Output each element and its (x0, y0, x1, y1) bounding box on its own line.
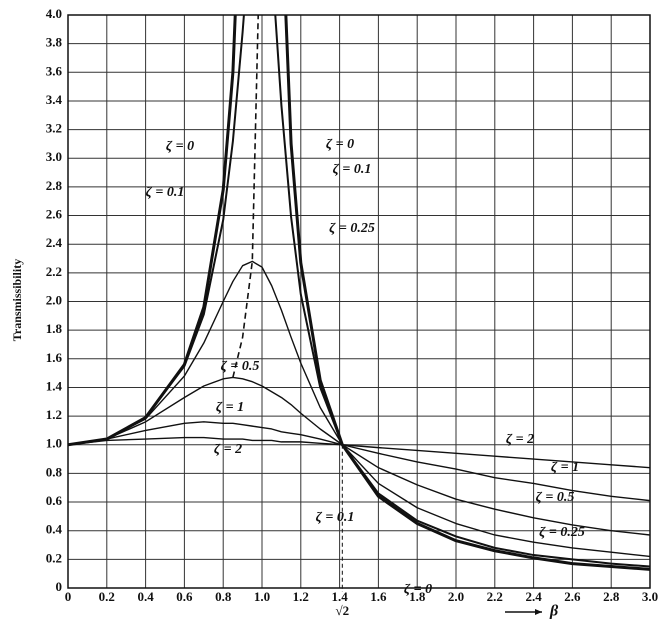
x-tick-label: 0.2 (99, 589, 115, 604)
y-tick-label: 0.2 (46, 550, 62, 565)
x-tick-label: 0.6 (176, 589, 193, 604)
x-tick-label: 3.0 (642, 589, 658, 604)
plot-frame (67, 14, 651, 589)
curve-label: ζ = 1 (551, 460, 579, 475)
y-tick-label: 0 (56, 579, 63, 594)
curve-label: ζ = 0.5 (536, 490, 575, 505)
y-tick-label: 2.8 (46, 178, 63, 193)
series-line (68, 260, 650, 558)
x-tick-label: 1.0 (254, 589, 270, 604)
x-tick-label: 1.6 (370, 589, 387, 604)
x-tick-label: 0.4 (137, 589, 154, 604)
series-line (68, 15, 650, 568)
y-tick-label: 0.6 (46, 493, 63, 508)
series-line (68, 376, 650, 536)
y-axis-label: Transmissibility (10, 259, 24, 341)
x-tick-label: 1.2 (293, 589, 309, 604)
series-line (68, 436, 650, 469)
y-tick-label: 1.2 (46, 407, 62, 422)
curve-label: ζ = 2 (506, 432, 534, 447)
curve-label: ζ = 0 (326, 137, 354, 152)
curve-label: ζ = 1 (216, 400, 244, 415)
y-tick-label: 2.4 (46, 235, 63, 250)
curve-label: ζ = 2 (214, 442, 242, 457)
x-tick-label: 2.4 (525, 589, 542, 604)
y-tick-label: 3.2 (46, 121, 62, 136)
y-tick-label: 0.4 (46, 522, 63, 537)
y-tick-label: 3.8 (46, 35, 63, 50)
curve-label: ζ = 0.25 (329, 221, 375, 236)
x-axis-label: β (549, 603, 559, 620)
y-tick-label: 3.0 (46, 149, 62, 164)
y-tick-label: 2.6 (46, 207, 63, 222)
x-tick-label: 2.0 (448, 589, 464, 604)
y-tick-label: 3.4 (46, 92, 63, 107)
x-tick-label: 2.8 (603, 589, 620, 604)
y-tick-label: 4.0 (46, 6, 62, 21)
y-tick-label: 1.6 (46, 350, 63, 365)
x-tick-label: 0.8 (215, 589, 232, 604)
y-tick-label: 2.0 (46, 292, 62, 307)
series-line (232, 15, 260, 378)
reference-label: √2 (335, 603, 349, 618)
curve-label: ζ = 0.25 (539, 525, 585, 540)
curve-label: ζ = 0.1 (333, 162, 372, 177)
series-line (68, 15, 650, 571)
y-tick-label: 1.0 (46, 436, 62, 451)
y-tick-label: 3.6 (46, 63, 63, 78)
plot-area (68, 15, 650, 571)
y-tick-label: 1.8 (46, 321, 63, 336)
curve-label: ζ = 0.1 (146, 185, 185, 200)
curve-label: ζ = 0.1 (316, 510, 355, 525)
y-tick-label: 2.2 (46, 264, 62, 279)
x-tick-label: 1.8 (409, 589, 426, 604)
x-tick-label: 0 (65, 589, 72, 604)
x-tick-label: 2.2 (487, 589, 503, 604)
curve-label: ζ = 0 (404, 582, 432, 597)
y-tick-label: 0.8 (46, 464, 63, 479)
curve-label: ζ = 0 (166, 139, 194, 154)
x-tick-label: 1.4 (331, 589, 348, 604)
curve-label: ζ = 0.5 (221, 359, 260, 374)
x-tick-label: 2.6 (564, 589, 581, 604)
y-tick-label: 1.4 (46, 378, 63, 393)
series-line (68, 421, 650, 502)
x-axis-arrowhead (535, 609, 542, 615)
